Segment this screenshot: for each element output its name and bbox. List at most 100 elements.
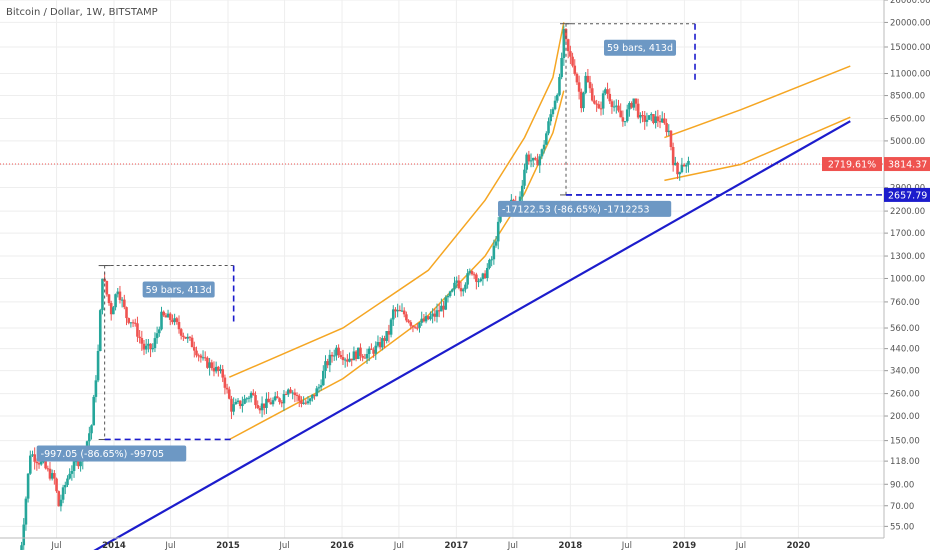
candle-body [468,271,472,274]
candle-body [545,133,548,145]
candle-body [636,103,640,118]
candle-body [151,348,155,350]
drop-badge-2 [498,200,672,217]
candle-body [98,310,102,351]
y-tick-label: 118.00 [890,457,920,467]
candle-body [144,345,148,350]
candle-body [164,315,168,318]
candle-body [142,343,146,350]
x-tick-label: 2020 [787,541,811,550]
candle-body [33,454,36,462]
candle-body [249,392,253,398]
candle-body [411,325,415,327]
candle-body [555,94,559,101]
y-tick-label: 560.00 [890,324,920,334]
candle-body [676,162,679,175]
candle-body [363,357,367,359]
y-tick-label: 340.00 [890,367,920,377]
candle-body [494,241,498,246]
candle-body [199,355,203,358]
drop-badge-1 [36,445,187,462]
candle-body [422,318,426,322]
candle-body [50,473,54,479]
candle-body [617,105,620,111]
y-tick-label: 8500.00 [890,92,925,102]
candle-body [223,377,227,388]
candle-body [313,394,316,397]
candle-body [619,110,622,118]
candle-body [337,347,340,355]
y-tick-label: 1300.00 [890,252,925,262]
candle-body [413,326,417,328]
candle-body [632,98,636,108]
candle-body [448,291,452,296]
support-price-label: 2657.79 [888,190,927,201]
candle-body [405,314,408,321]
candle-body [435,310,439,317]
x-tick-label: 2019 [673,541,697,550]
candle-body [118,291,122,300]
candle-body [162,311,165,316]
candle-body [326,361,329,366]
candle-body [615,105,618,107]
candle-body [293,392,297,395]
candle-body [483,273,487,279]
time-axis[interactable]: Jul 2014 Jul 2015 Jul 2016 Jul 2017 Jul 2018 Jul 20… [0,537,884,550]
candle-body [621,117,625,122]
candle-body [173,318,176,323]
candle-body [227,389,231,399]
candle-body [158,329,161,334]
candle-body [571,56,574,66]
candle-body [131,322,135,324]
candle-body [120,299,124,301]
candle-body [470,271,474,275]
candle-body [140,338,144,344]
candle-body [370,348,373,350]
candle-body [238,400,242,407]
candle-body [359,347,362,356]
candle-body [658,121,662,123]
y-tick-label: 1000.00 [890,274,925,284]
price-axis[interactable]: 55.00 70.00 90.00 118.00 150.00 200.00 260.00 3… [822,0,931,538]
candle-body [389,319,393,335]
candle-body [660,118,664,123]
candle-body [77,461,80,467]
candle-body [547,121,550,134]
candle-body [446,295,450,298]
change-percent-label: 2719.61% [828,160,876,171]
candle-body [289,389,292,393]
candle-body [350,358,354,361]
candle-body [499,213,502,222]
candle-body [479,279,483,282]
candle-body [665,123,668,133]
candle-body [114,294,117,308]
candle-body [112,307,115,315]
candle-body [245,398,249,400]
x-tick-label: 2016 [330,541,354,550]
parabolic-channel-lower [228,90,565,441]
candle-body [588,82,592,89]
candle-body [610,101,614,107]
candle-body [20,545,23,550]
candle-body [455,280,458,283]
candle-body [201,357,205,359]
candle-body [278,398,281,403]
candle-body [409,322,413,326]
candle-body [569,51,572,57]
candle-body [59,499,63,507]
rising-channel-upper [664,65,851,139]
candle-body [529,160,533,162]
candle-body [424,316,428,322]
candle-body [160,311,163,330]
candle-body [31,454,34,456]
candle-body [79,461,82,467]
candle-body [656,116,660,122]
candle-body [236,400,240,402]
candle-body [68,473,71,479]
candle-body [367,348,371,355]
candle-body [297,395,301,401]
candle-body [35,461,39,464]
candle-body [96,350,100,381]
candle-body [566,39,570,52]
candle-body [647,115,651,120]
